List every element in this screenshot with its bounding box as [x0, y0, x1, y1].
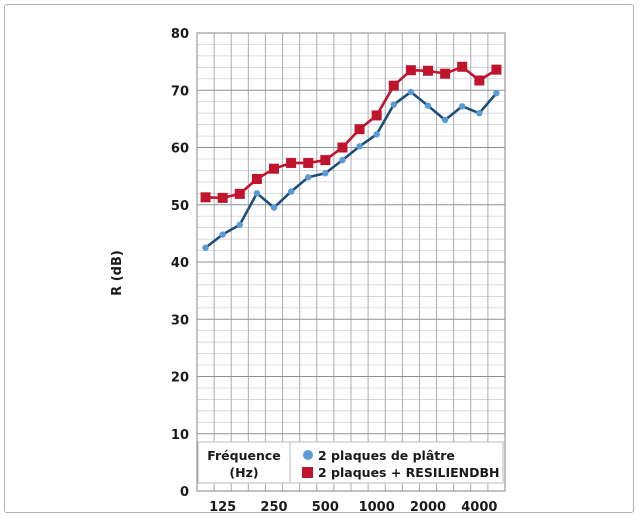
data-point [287, 188, 295, 195]
legend-label-series-1: 2 plaques de plâtre [318, 448, 455, 463]
data-point [440, 68, 451, 79]
data-point [356, 143, 363, 150]
data-point [320, 155, 331, 166]
data-point [493, 89, 500, 97]
data-point [322, 170, 329, 177]
series-2 [200, 61, 502, 203]
data-point [303, 157, 314, 168]
data-point [219, 231, 226, 238]
data-point [286, 157, 297, 168]
legend: Fréquence (Hz) 2 plaques de plâtre 2 pla… [197, 441, 504, 484]
x-tick-label: 1000 [359, 500, 395, 514]
legend-box [197, 441, 504, 484]
x-tick-label: 125 [209, 500, 236, 514]
data-point [234, 188, 245, 199]
data-point [200, 192, 211, 203]
legend-marker-series-2 [302, 467, 313, 478]
data-point [424, 102, 432, 109]
data-point [305, 174, 312, 181]
y-tick-label: 70 [171, 84, 189, 99]
y-tick-label: 30 [171, 313, 189, 328]
series-1 [202, 88, 500, 251]
data-point [423, 65, 433, 76]
data-point [253, 190, 261, 197]
legend-title-line1: Fréquence [207, 448, 281, 463]
data-point [457, 61, 468, 72]
grid [196, 32, 506, 492]
data-point [339, 156, 346, 164]
data-point [476, 109, 483, 117]
y-tick-label: 0 [180, 485, 189, 500]
data-point [251, 173, 262, 184]
x-tick-label: 500 [312, 500, 339, 514]
data-point [337, 142, 348, 153]
data-point [388, 80, 399, 91]
data-point [441, 116, 449, 124]
data-point [373, 131, 380, 138]
data-point [371, 110, 382, 121]
data-point [269, 163, 279, 174]
data-point [474, 75, 485, 86]
y-tick-label: 10 [171, 428, 189, 443]
y-axis-title: R (dB) [110, 250, 125, 296]
y-axis-ticks: 0 10 20 30 40 50 60 70 80 [171, 27, 189, 500]
y-tick-label: 20 [171, 371, 189, 386]
chart-frame: 0 10 20 30 40 50 60 70 80 125 250 500 1000 2000 4000 … [4, 4, 634, 514]
y-tick-label: 60 [171, 142, 189, 157]
series-line [204, 90, 498, 249]
plot-border [196, 32, 506, 492]
y-tick-label: 50 [171, 199, 189, 214]
y-tick-label: 40 [171, 256, 189, 271]
data-point [270, 204, 278, 211]
y-tick-label: 80 [171, 27, 189, 42]
series-layer [200, 61, 502, 251]
x-axis-ticks: 125 250 500 1000 2000 4000 [209, 500, 497, 514]
legend-label-series-2: 2 plaques + RESILIENDBH [318, 465, 499, 480]
data-point [407, 88, 415, 96]
legend-title-line2: (Hz) [229, 465, 258, 480]
data-point [459, 103, 466, 110]
data-point [236, 221, 243, 228]
data-point [390, 101, 397, 108]
legend-marker-series-1 [303, 450, 313, 460]
data-point [217, 192, 228, 203]
data-point [202, 244, 209, 251]
data-point [354, 124, 365, 135]
x-tick-label: 2000 [410, 500, 446, 514]
x-tick-label: 250 [260, 500, 287, 514]
x-tick-label: 4000 [461, 500, 497, 514]
data-point [491, 64, 502, 75]
data-point [405, 65, 416, 76]
